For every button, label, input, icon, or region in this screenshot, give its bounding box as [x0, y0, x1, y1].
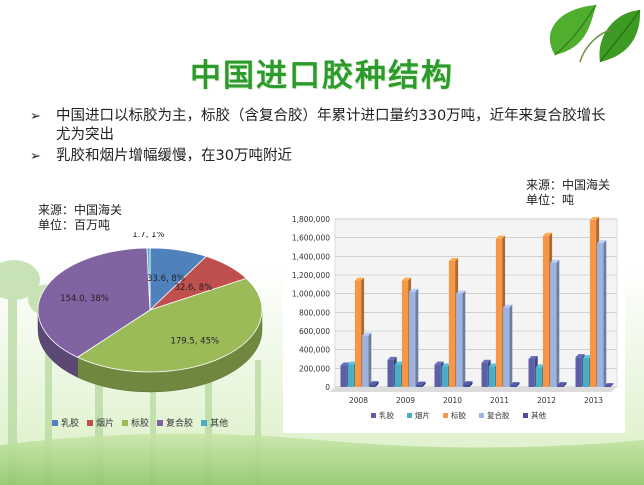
pie-chart: 33.6, 8%32.6, 8% 179.5, 45% 154.0, 38% 1.7,…	[37, 232, 263, 393]
bar-chart: 0 200,000 400,000 600,000 800,000 1,000,000 1,…	[283, 205, 625, 433]
pie-source-label: 来源：中国海关	[38, 203, 123, 217]
bar	[503, 304, 513, 387]
bar-source-note: 来源：中国海关 单位：吨	[526, 178, 610, 208]
y-tick-label: 400,000	[299, 346, 330, 355]
bar	[456, 290, 466, 387]
bars	[340, 216, 614, 387]
bar-source-label: 来源：中国海关	[526, 178, 611, 192]
y-tick-label: 1,600,000	[292, 234, 330, 243]
y-tick-label: 600,000	[299, 327, 330, 336]
x-tick-label: 2010	[443, 396, 462, 405]
bullet-marker: ➢	[30, 149, 41, 164]
pie-legend-item: 乳胶	[52, 416, 79, 429]
bar	[463, 381, 473, 387]
leaf-icon	[549, 4, 641, 63]
bar	[557, 382, 567, 387]
pie-top	[37, 247, 263, 373]
bullet-item-1: ➢ 中国进口以标胶为主，标胶（含复合胶）年累计进口量约330万吨，近年来复合胶增…	[30, 107, 620, 145]
x-tick-label: 2011	[490, 396, 509, 405]
y-tick-label: 200,000	[299, 364, 330, 373]
legend-label: 其他	[210, 419, 229, 429]
pie-legend: 乳胶 烟片 标胶 复合胶 其他	[52, 416, 236, 429]
legend-swatch	[201, 419, 208, 426]
bar	[604, 383, 614, 387]
y-tick-label: 0	[325, 383, 330, 392]
slide-title: 中国进口胶种结构	[190, 58, 454, 94]
bar-floor	[329, 387, 617, 392]
bar-legend-item: 复合胶	[479, 410, 510, 420]
x-tick-label: 2012	[537, 396, 556, 405]
legend-label: 其他	[531, 410, 546, 420]
y-tick-label: 1,400,000	[292, 252, 330, 261]
bullet-text: 乳胶和烟片增幅缓慢，在30万吨附近	[56, 148, 292, 164]
legend-swatch	[122, 419, 129, 426]
legend-label: 复合胶	[166, 419, 194, 429]
legend-swatch	[87, 419, 94, 426]
legend-swatch	[52, 419, 58, 426]
pie-unit-label: 单位：百万吨	[38, 218, 111, 232]
legend-label: 烟片	[415, 410, 430, 420]
legend-swatch	[371, 413, 376, 418]
pie-data-label: 154.0, 38%	[60, 294, 109, 304]
pie-legend-item: 复合胶	[157, 416, 193, 429]
pie-legend-item: 烟片	[87, 416, 114, 429]
legend-swatch	[479, 413, 484, 418]
bullet-text: 中国进口以标胶为主，标胶（含复合胶）年累计进口量约330万吨，近年来复合胶增长尤…	[56, 108, 606, 143]
bar-legend-item: 烟片	[407, 410, 430, 420]
pie-legend-item: 标胶	[122, 416, 149, 429]
pie-data-labels: 33.6, 8%32.6, 8% 179.5, 45% 154.0, 38% 1.7,…	[60, 232, 219, 346]
bar-legend-item: 乳胶	[371, 410, 394, 420]
y-tick-label: 1,800,000	[292, 215, 330, 224]
bar	[362, 332, 372, 387]
bar	[369, 381, 379, 387]
bullet-item-2: ➢ 乳胶和烟片增幅缓慢，在30万吨附近	[30, 147, 620, 166]
pie-slice	[37, 247, 151, 358]
legend-swatch	[443, 413, 448, 418]
pie-slice	[146, 247, 151, 311]
legend-label: 复合胶	[487, 410, 510, 420]
bar	[510, 382, 520, 387]
x-tick-label: 2008	[349, 396, 368, 405]
legend-label: 乳胶	[61, 419, 80, 429]
bar	[550, 259, 560, 387]
legend-label: 烟片	[96, 419, 115, 429]
bar	[597, 240, 607, 387]
legend-swatch	[407, 413, 412, 418]
pie-data-label: 179.5, 45%	[170, 336, 219, 346]
bar-legend: 乳胶 烟片 标胶 复合胶 其他	[371, 410, 546, 420]
x-tick-label: 2013	[584, 396, 603, 405]
y-tick-label: 1,000,000	[292, 290, 330, 299]
pie-data-label: 33.6, 8%	[147, 274, 185, 284]
legend-swatch	[523, 413, 528, 418]
pie-legend-item: 其他	[201, 416, 228, 429]
legend-label: 标胶	[131, 419, 150, 429]
x-tick-label: 2009	[396, 396, 415, 405]
pie-data-label: 1.7, 1%	[132, 232, 164, 240]
bar-legend-item: 标胶	[443, 410, 466, 420]
y-tick-label: 800,000	[299, 308, 330, 317]
legend-label: 标胶	[451, 410, 466, 420]
pie-data-label: 32.6, 8%	[174, 283, 212, 293]
legend-label: 乳胶	[379, 410, 394, 420]
legend-swatch	[157, 419, 164, 426]
bar	[416, 381, 426, 387]
bar	[409, 288, 419, 387]
pie-slice	[76, 277, 263, 373]
y-tick-label: 1,200,000	[292, 271, 330, 280]
bar-unit-label: 单位：吨	[526, 193, 575, 207]
bar-grid	[334, 218, 618, 388]
bullet-marker: ➢	[30, 109, 41, 124]
pie-source-note: 来源：中国海关 单位：百万吨	[38, 203, 122, 233]
bar-legend-item: 其他	[523, 410, 546, 420]
